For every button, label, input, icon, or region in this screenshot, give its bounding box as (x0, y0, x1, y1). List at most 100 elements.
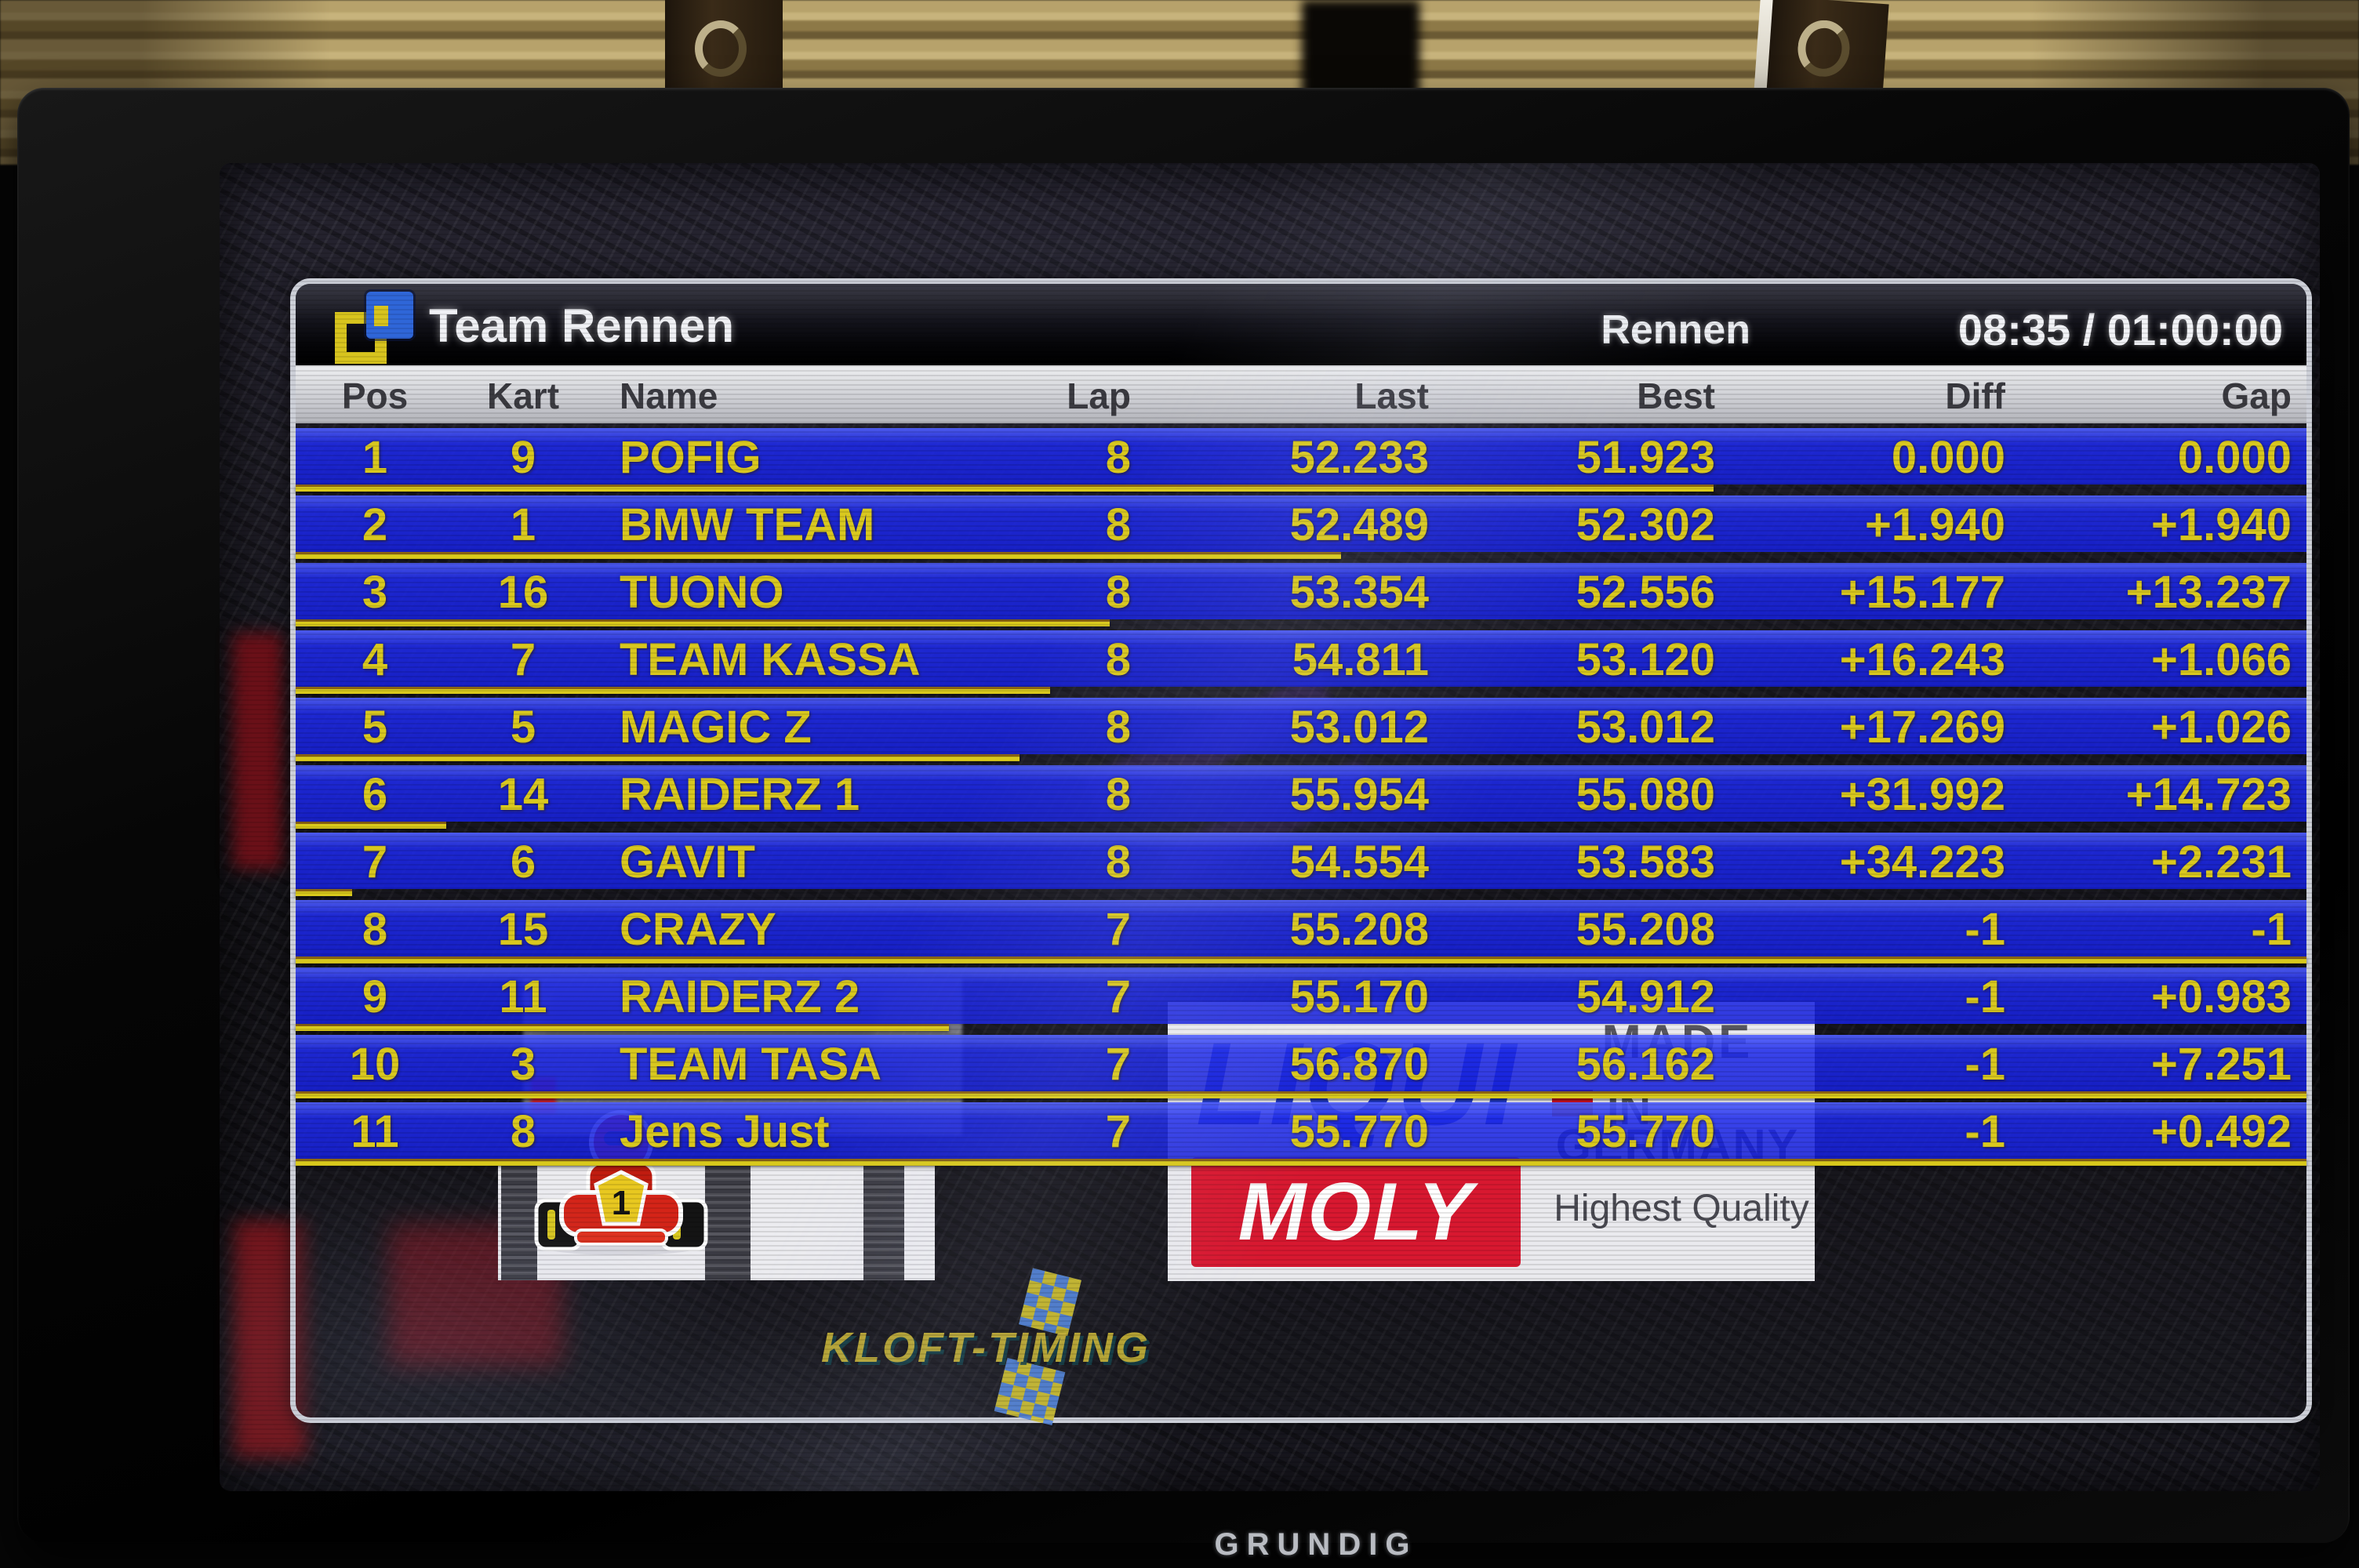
cell-gap: +0.492 (2150, 1106, 2292, 1157)
cell-name: TEAM TASA (620, 1039, 882, 1090)
cell-diff: -1 (1965, 1106, 2005, 1157)
tv-bezel: LIQUI MOLY MADE IN GERMANY Highest Quali… (17, 88, 2350, 1562)
lap-progress-line (296, 1024, 949, 1031)
cell-gap: 0.000 (2177, 432, 2292, 483)
cell-best: 53.012 (1576, 702, 1715, 753)
cell-lap: 8 (1105, 769, 1131, 820)
cell-last: 55.954 (1289, 769, 1429, 820)
cell-best: 55.080 (1576, 769, 1715, 820)
table-row: 7 6 GAVIT 8 54.554 53.583 +34.223 +2.231 (296, 833, 2306, 896)
cell-lap: 8 (1105, 634, 1131, 685)
cell-lap: 8 (1105, 837, 1131, 887)
lap-progress-line (296, 687, 1050, 694)
cell-diff: +34.223 (1839, 837, 2005, 887)
session-label: Rennen (1601, 307, 1750, 353)
cell-name: RAIDERZ 1 (620, 769, 860, 820)
cell-name: RAIDERZ 2 (620, 971, 860, 1022)
billboard-pillar (863, 1165, 904, 1280)
moly-wordmark: MOLY (1238, 1166, 1474, 1258)
cell-diff: +17.269 (1839, 702, 2005, 753)
timing-app-logo-icon (330, 290, 424, 364)
lap-progress-line (296, 754, 1020, 761)
cell-best: 53.120 (1576, 634, 1715, 685)
cell-name: BMW TEAM (620, 499, 875, 550)
cell-kart: 5 (510, 702, 536, 753)
cell-name: POFIG (620, 432, 761, 483)
column-header-diff: Diff (1945, 376, 2005, 416)
lap-progress-line (296, 485, 1714, 492)
cell-gap: +1.066 (2150, 634, 2292, 685)
cell-pos: 9 (362, 971, 388, 1022)
tv-brand-logo: GRUNDIG (1214, 1527, 1418, 1562)
billboard-pillar (501, 1165, 537, 1280)
cell-diff: -1 (1965, 904, 2005, 955)
cell-name: TUONO (620, 567, 784, 618)
lap-progress-line (296, 1159, 2306, 1166)
cell-lap: 8 (1105, 702, 1131, 753)
cell-kart: 11 (499, 971, 547, 1022)
table-row: 5 5 MAGIC Z 8 53.012 53.012 +17.269 +1.026 (296, 698, 2306, 761)
cell-best: 52.302 (1576, 499, 1715, 550)
cell-last: 52.489 (1289, 499, 1429, 550)
billboard-pillar (705, 1165, 751, 1280)
cell-last: 53.354 (1289, 567, 1429, 618)
lap-progress-line (296, 552, 1341, 559)
table-row: 4 7 TEAM KASSA 8 54.811 53.120 +16.243 +1.066 (296, 630, 2306, 694)
cell-lap: 7 (1105, 971, 1131, 1022)
cell-pos: 5 (362, 702, 388, 753)
billboard-kart-mascot: 1 (498, 1110, 935, 1280)
table-row: 11 8 Jens Just 7 55.770 55.770 -1 +0.492 (296, 1102, 2306, 1166)
logo-blue-square (366, 292, 413, 339)
cell-pos: 6 (362, 769, 388, 820)
cell-diff: +1.940 (1864, 499, 2005, 550)
cell-last: 53.012 (1289, 702, 1429, 753)
cell-last: 56.870 (1289, 1039, 1429, 1090)
cell-name: CRAZY (620, 904, 776, 955)
cell-lap: 7 (1105, 904, 1131, 955)
cell-pos: 3 (362, 567, 388, 618)
cell-name: TEAM KASSA (620, 634, 921, 685)
cell-gap: -1 (2251, 904, 2292, 955)
cell-kart: 8 (510, 1106, 536, 1157)
cell-best: 55.770 (1576, 1106, 1715, 1157)
title-bar: Team Rennen Rennen 08:35 / 01:00:00 (296, 284, 2306, 365)
table-row: 9 11 RAIDERZ 2 7 55.170 54.912 -1 +0.983 (296, 967, 2306, 1031)
cell-lap: 8 (1105, 499, 1131, 550)
column-header-best: Best (1637, 376, 1715, 416)
moly-red-box: MOLY (1191, 1157, 1521, 1267)
cell-name: GAVIT (620, 837, 755, 887)
kart-number: 1 (612, 1184, 631, 1222)
cell-diff: +15.177 (1839, 567, 2005, 618)
cell-diff: 0.000 (1891, 432, 2005, 483)
cell-last: 55.770 (1289, 1106, 1429, 1157)
lap-progress-line (296, 822, 446, 829)
cell-last: 55.208 (1289, 904, 1429, 955)
cell-lap: 7 (1105, 1106, 1131, 1157)
table-row: 10 3 TEAM TASA 7 56.870 56.162 -1 +7.251 (296, 1035, 2306, 1098)
cell-kart: 9 (510, 432, 536, 483)
table-row: 1 9 POFIG 8 52.233 51.923 0.000 0.000 (296, 428, 2306, 492)
cell-last: 54.811 (1292, 634, 1429, 685)
cell-last: 55.170 (1289, 971, 1429, 1022)
cell-pos: 10 (349, 1039, 401, 1090)
race-clock: 08:35 / 01:00:00 (1957, 305, 2283, 354)
timing-brand: KLOFT-TIMING (821, 1324, 1150, 1371)
cell-pos: 2 (362, 499, 388, 550)
cell-gap: +1.940 (2150, 499, 2292, 550)
lap-progress-line (296, 889, 352, 896)
cell-diff: +16.243 (1839, 634, 2005, 685)
cell-pos: 7 (362, 837, 388, 887)
cell-kart: 14 (497, 769, 549, 820)
cell-best: 53.583 (1576, 837, 1715, 887)
cell-pos: 11 (351, 1106, 399, 1157)
cell-diff: +31.992 (1839, 769, 2005, 820)
cell-name: MAGIC Z (620, 702, 812, 753)
post-grommet (695, 20, 747, 77)
cell-best: 56.162 (1576, 1039, 1715, 1090)
column-header-kart: Kart (486, 376, 560, 416)
cell-kart: 16 (497, 567, 549, 618)
post-grommet (1796, 18, 1852, 79)
cell-kart: 3 (510, 1039, 536, 1090)
cell-pos: 1 (362, 432, 388, 483)
